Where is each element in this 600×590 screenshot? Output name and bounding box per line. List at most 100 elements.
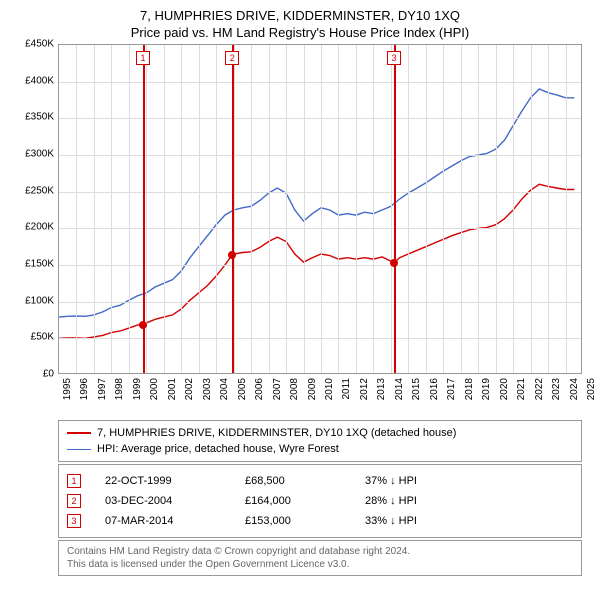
title-subtitle: Price paid vs. HM Land Registry's House … [16,25,584,40]
plot-area: 123 [58,44,582,374]
x-axis-tick-label: 2003 [202,378,213,400]
title-address: 7, HUMPHRIES DRIVE, KIDDERMINSTER, DY10 … [16,8,584,23]
gridline-h [59,155,581,156]
sale-badge-3: 3 [67,514,81,528]
x-axis-tick-label: 2008 [289,378,300,400]
gridline-v [426,45,427,373]
x-axis-tick-label: 2023 [551,378,562,400]
gridline-v [531,45,532,373]
legend-label-hpi: HPI: Average price, detached house, Wyre… [97,443,339,455]
x-axis-tick-label: 2004 [219,378,230,400]
x-axis-tick-label: 2010 [324,378,335,400]
legend-label-property: 7, HUMPHRIES DRIVE, KIDDERMINSTER, DY10 … [97,427,456,439]
marker-dot-2 [228,251,236,259]
x-axis-tick-label: 2000 [149,378,160,400]
gridline-h [59,338,581,339]
attribution-footer: Contains HM Land Registry data © Crown c… [58,540,582,576]
legend-item-property: 7, HUMPHRIES DRIVE, KIDDERMINSTER, DY10 … [67,425,573,441]
gridline-h [59,302,581,303]
x-axis-tick-label: 2013 [376,378,387,400]
sale-date-2: 03-DEC-2004 [105,495,245,507]
sale-diff-3: 33% ↓ HPI [365,515,417,527]
gridline-v [373,45,374,373]
gridline-v [269,45,270,373]
sale-badge-1: 1 [67,474,81,488]
sale-price-2: £164,000 [245,495,365,507]
x-axis-tick-label: 2016 [429,378,440,400]
gridline-v [164,45,165,373]
legend-swatch-hpi [67,449,91,450]
series-line-hpi [59,89,574,317]
y-axis-tick-label: £100K [14,295,54,306]
legend-item-hpi: HPI: Average price, detached house, Wyre… [67,441,573,457]
sale-badge-2: 2 [67,494,81,508]
x-axis-tick-label: 2009 [307,378,318,400]
marker-line-2 [232,45,234,373]
x-axis-tick-label: 2012 [359,378,370,400]
x-axis-tick-label: 2002 [184,378,195,400]
chart-title: 7, HUMPHRIES DRIVE, KIDDERMINSTER, DY10 … [16,8,584,40]
x-axis-tick-label: 2001 [167,378,178,400]
x-axis-tick-label: 2019 [481,378,492,400]
y-axis-tick-label: £250K [14,185,54,196]
x-axis-tick-label: 2005 [237,378,248,400]
marker-dot-1 [139,321,147,329]
y-axis-tick-label: £0 [14,369,54,380]
x-axis-tick-label: 2007 [272,378,283,400]
gridline-v [338,45,339,373]
sale-price-1: £68,500 [245,475,365,487]
gridline-v [321,45,322,373]
marker-line-3 [394,45,396,373]
x-axis-tick-label: 1999 [132,378,143,400]
sale-date-1: 22-OCT-1999 [105,475,245,487]
legend-swatch-property [67,432,91,434]
y-axis-tick-label: £450K [14,39,54,50]
x-axis-tick-label: 2020 [499,378,510,400]
y-axis-tick-label: £200K [14,222,54,233]
gridline-v [286,45,287,373]
y-axis-tick-label: £50K [14,332,54,343]
x-axis-tick-label: 1998 [114,378,125,400]
sale-price-3: £153,000 [245,515,365,527]
gridline-h [59,192,581,193]
footer-line-2: This data is licensed under the Open Gov… [67,558,573,571]
x-axis-tick-label: 2011 [341,378,352,400]
y-axis-tick-label: £300K [14,149,54,160]
marker-badge-3: 3 [387,51,401,65]
x-axis-tick-label: 1995 [62,378,73,400]
marker-dot-3 [390,259,398,267]
sales-table: 1 22-OCT-1999 £68,500 37% ↓ HPI 2 03-DEC… [58,464,582,538]
gridline-h [59,265,581,266]
gridline-v [496,45,497,373]
chart-container: 7, HUMPHRIES DRIVE, KIDDERMINSTER, DY10 … [0,0,600,590]
x-axis-tick-label: 2021 [516,378,527,400]
gridline-v [304,45,305,373]
gridline-v [199,45,200,373]
gridline-v [129,45,130,373]
gridline-v [461,45,462,373]
marker-badge-1: 1 [136,51,150,65]
gridline-v [408,45,409,373]
y-axis-tick-label: £400K [14,75,54,86]
sale-row-2: 2 03-DEC-2004 £164,000 28% ↓ HPI [67,491,573,511]
gridline-v [478,45,479,373]
gridline-v [566,45,567,373]
footer-line-1: Contains HM Land Registry data © Crown c… [67,545,573,558]
gridline-v [216,45,217,373]
x-axis-tick-label: 2022 [534,378,545,400]
gridline-v [443,45,444,373]
x-axis-tick-label: 2017 [446,378,457,400]
sale-row-3: 3 07-MAR-2014 £153,000 33% ↓ HPI [67,511,573,531]
y-axis-tick-label: £150K [14,259,54,270]
gridline-v [391,45,392,373]
sale-diff-2: 28% ↓ HPI [365,495,417,507]
x-axis-tick-label: 2025 [586,378,597,400]
x-axis-tick-label: 2006 [254,378,265,400]
sale-date-3: 07-MAR-2014 [105,515,245,527]
sale-diff-1: 37% ↓ HPI [365,475,417,487]
gridline-v [94,45,95,373]
sale-row-1: 1 22-OCT-1999 £68,500 37% ↓ HPI [67,471,573,491]
y-axis-tick-label: £350K [14,112,54,123]
gridline-v [76,45,77,373]
gridline-v [111,45,112,373]
